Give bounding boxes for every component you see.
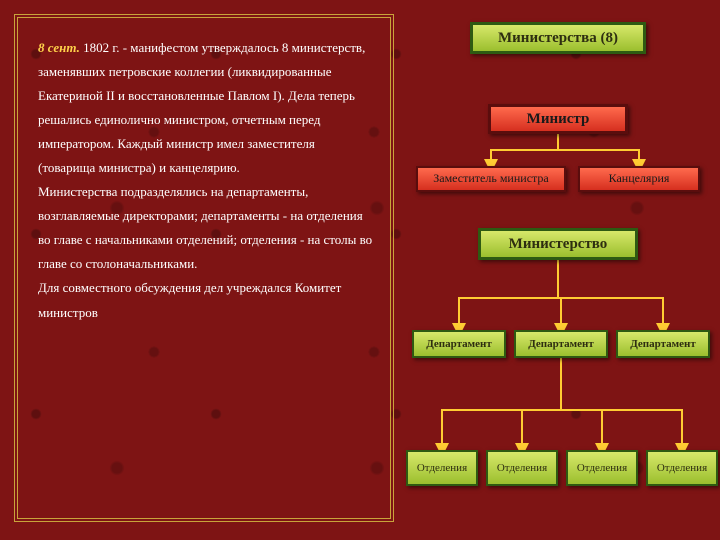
node-dept3: Департамент: [616, 330, 710, 358]
node-sec1: Отделения: [406, 450, 478, 486]
node-label-sec2: Отделения: [493, 462, 551, 474]
edge-dept2-sec1: [442, 358, 561, 450]
node-label-dept1: Департамент: [422, 338, 496, 350]
node-label-deputy: Заместитель министра: [429, 172, 552, 185]
edge-ministry-dept1: [459, 260, 558, 330]
node-sec3: Отделения: [566, 450, 638, 486]
node-label-dept3: Департамент: [626, 338, 700, 350]
edge-ministry-dept3: [558, 260, 663, 330]
node-label-sec3: Отделения: [573, 462, 631, 474]
node-sec4: Отделения: [646, 450, 718, 486]
node-label-sec1: Отделения: [413, 462, 471, 474]
node-label-minister: Министр: [523, 111, 594, 128]
paragraph-3: Для совместного обсуждения дел учреждалс…: [38, 280, 341, 319]
edge-minister-deputy: [491, 134, 558, 166]
node-sec2: Отделения: [486, 450, 558, 486]
node-dept2: Департамент: [514, 330, 608, 358]
node-chancery: Канцелярия: [578, 166, 700, 192]
edge-dept2-sec2: [522, 358, 561, 450]
text-frame: 8 сент. 1802 г. - манифестом утверждалос…: [14, 14, 394, 522]
node-deputy: Заместитель министра: [416, 166, 566, 192]
org-diagram: Министерства (8) Министр Заместитель минис…: [400, 0, 720, 540]
edge-dept2-sec3: [561, 358, 602, 450]
body-text: 8 сент. 1802 г. - манифестом утверждалос…: [38, 36, 374, 325]
node-minister: Министр: [488, 104, 628, 134]
node-ministry: Министерство: [478, 228, 638, 260]
node-label-chancery: Канцелярия: [605, 172, 674, 185]
edge-dept2-sec4: [561, 358, 682, 450]
node-label-ministry: Министерство: [505, 236, 612, 253]
node-label-dept2: Департамент: [524, 338, 598, 350]
node-label-ministries8: Министерства (8): [494, 30, 622, 47]
edge-minister-chancery: [558, 134, 639, 166]
paragraph-1: 1802 г. - манифестом утверждалось 8 мини…: [38, 40, 365, 175]
date-accent: 8 сент.: [38, 40, 80, 55]
paragraph-2: Министерства подразделялись на департаме…: [38, 184, 372, 271]
node-ministries8: Министерства (8): [470, 22, 646, 54]
node-dept1: Департамент: [412, 330, 506, 358]
node-label-sec4: Отделения: [653, 462, 711, 474]
